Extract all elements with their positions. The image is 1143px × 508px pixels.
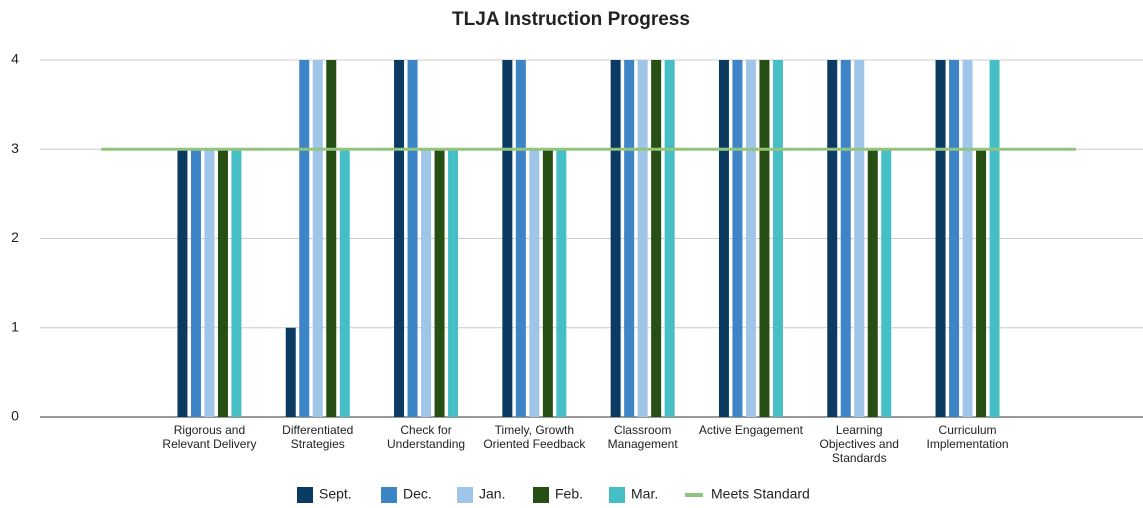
bar: [827, 60, 838, 417]
bar: [759, 60, 770, 417]
bar: [217, 149, 228, 417]
bar: [624, 60, 635, 417]
bar: [854, 60, 865, 417]
legend-label: Meets Standard: [711, 486, 810, 502]
x-tick-label: Classroom Management: [608, 423, 679, 451]
bar: [949, 60, 960, 417]
x-tick-label: Differentiated Strategies: [282, 423, 353, 451]
bar: [529, 149, 540, 417]
legend-swatch: [297, 487, 313, 503]
x-tick-label: Check for Understanding: [387, 423, 465, 451]
bar: [651, 60, 662, 417]
bar: [299, 60, 310, 417]
legend-swatch: [381, 487, 397, 503]
bar: [326, 60, 337, 417]
bar: [502, 60, 513, 417]
bar: [881, 149, 892, 417]
bar: [312, 60, 323, 417]
bar: [231, 149, 242, 417]
legend-swatch: [533, 487, 549, 503]
legend-label: Mar.: [631, 486, 658, 502]
legend-label: Sept.: [319, 486, 352, 502]
bar: [664, 60, 675, 417]
bar: [434, 149, 445, 417]
y-tick-label: 0: [11, 408, 19, 424]
bar: [989, 60, 1000, 417]
y-tick-label: 3: [11, 140, 19, 156]
y-tick-label: 1: [11, 318, 19, 334]
x-tick-label: Curriculum Implementation: [927, 423, 1009, 451]
legend-label: Feb.: [555, 486, 583, 502]
y-tick-label: 2: [11, 229, 19, 245]
bar: [840, 60, 851, 417]
bar: [962, 60, 973, 417]
bar: [204, 149, 215, 417]
chart-title: TLJA Instruction Progress: [452, 9, 690, 30]
legend-swatch: [457, 487, 473, 503]
legend-label: Jan.: [479, 486, 505, 502]
bar: [976, 149, 987, 417]
bar: [339, 149, 350, 417]
bar: [772, 60, 783, 417]
bar: [394, 60, 405, 417]
x-tick-label: Learning Objectives and Standards: [820, 423, 899, 465]
x-tick-label: Active Engagement: [699, 423, 804, 437]
bar: [515, 60, 526, 417]
bar: [867, 149, 878, 417]
legend-label: Dec.: [403, 486, 432, 502]
bar: [637, 60, 648, 417]
legend-swatch: [609, 487, 625, 503]
bar: [448, 149, 459, 417]
bar: [610, 60, 621, 417]
bar: [190, 149, 201, 417]
x-tick-label: Timely, Growth Oriented Feedback: [483, 423, 586, 451]
bar: [421, 149, 432, 417]
bar: [745, 60, 756, 417]
bar: [732, 60, 743, 417]
bar: [556, 149, 567, 417]
x-tick-label: Rigorous and Relevant Delivery: [162, 423, 256, 451]
bar: [542, 149, 553, 417]
bar: [177, 149, 188, 417]
y-tick-label: 4: [11, 51, 19, 67]
bar: [718, 60, 729, 417]
bar: [935, 60, 946, 417]
bar: [407, 60, 418, 417]
bar: [285, 327, 296, 417]
